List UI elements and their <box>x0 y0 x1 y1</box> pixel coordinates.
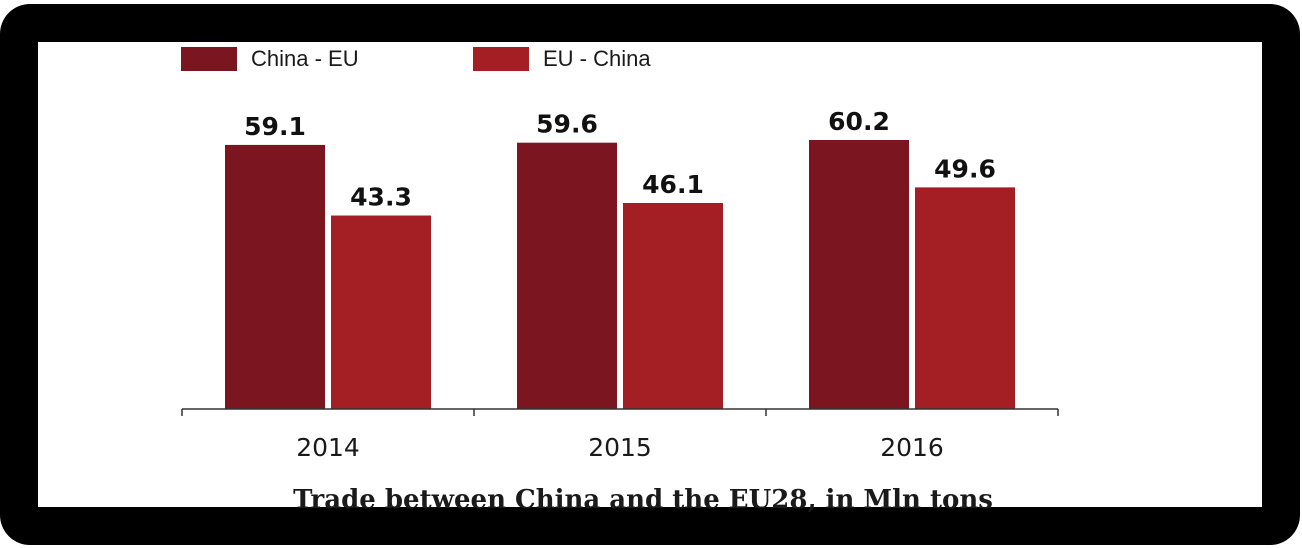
bar-eu-china-2016 <box>915 187 1015 409</box>
legend-swatch-eu-china <box>473 47 529 71</box>
legend: China - EU EU - China <box>181 46 651 71</box>
bar-china-eu-2015 <box>517 142 617 409</box>
bar-eu-china-2015 <box>623 203 723 409</box>
x-tick-label-2014: 2014 <box>296 433 360 462</box>
bars-layer: 59.1 43.3 59.6 46.1 60.2 49.6 <box>225 107 1015 409</box>
legend-label-china-eu: China - EU <box>251 46 359 71</box>
data-label-eu-china-2016: 49.6 <box>934 154 996 183</box>
data-label-eu-china-2015: 46.1 <box>642 170 704 199</box>
bar-china-eu-2014 <box>225 144 325 409</box>
legend-label-eu-china: EU - China <box>543 46 651 71</box>
chart-border <box>0 4 1300 545</box>
data-label-eu-china-2014: 43.3 <box>350 183 412 212</box>
bar-eu-china-2014 <box>331 215 431 409</box>
data-label-china-eu-2016: 60.2 <box>828 107 890 136</box>
legend-swatch-china-eu <box>181 47 237 71</box>
bar-china-eu-2016 <box>809 140 909 409</box>
x-axis-ticks: 2014 2015 2016 <box>181 409 1059 462</box>
x-tick-label-2015: 2015 <box>588 433 652 462</box>
x-tick-label-2016: 2016 <box>880 433 944 462</box>
chart-title: Trade between China and the EU28, in Mln… <box>293 485 993 515</box>
data-label-china-eu-2014: 59.1 <box>244 112 306 141</box>
x-axis: 2014 2015 2016 <box>181 408 1059 462</box>
data-label-china-eu-2015: 59.6 <box>536 110 598 139</box>
